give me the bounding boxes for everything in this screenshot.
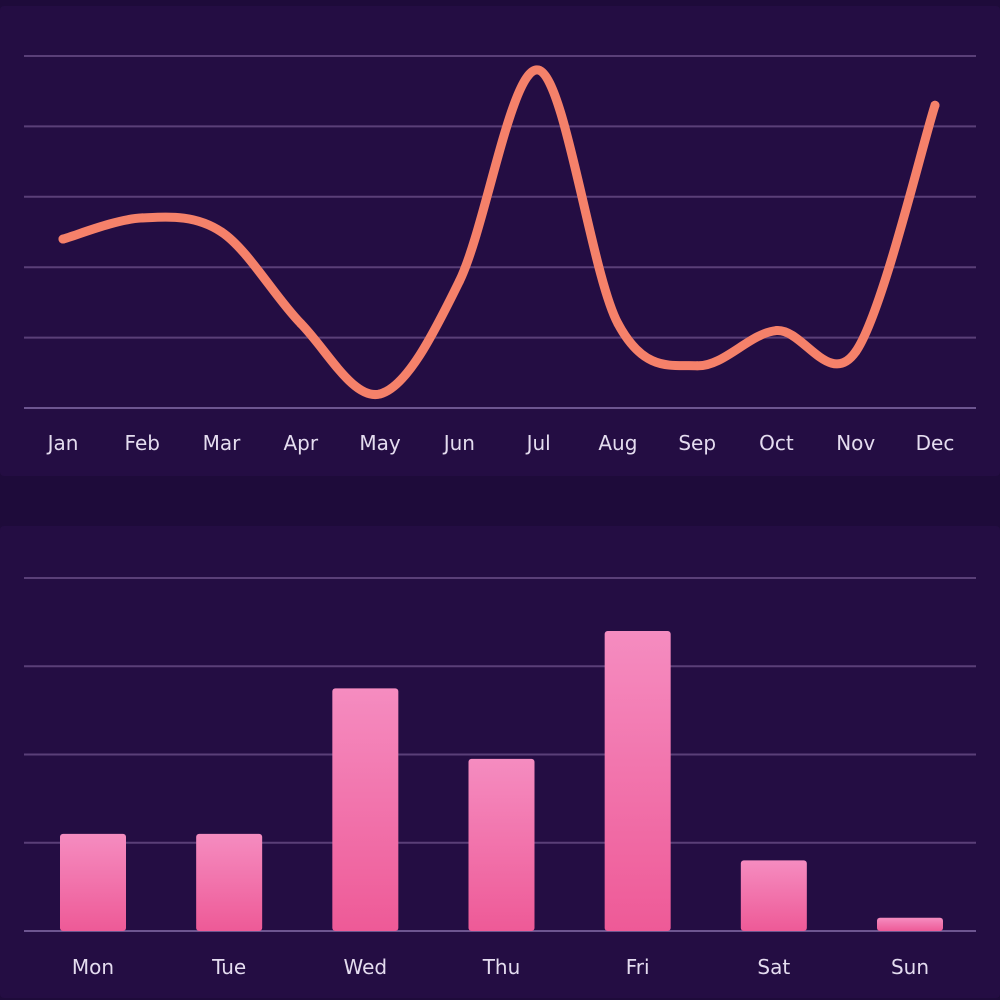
x-tick-label: Tue: [211, 955, 246, 979]
x-tick-label: Thu: [482, 955, 521, 979]
x-tick-label: Dec: [916, 431, 955, 455]
data-point-mar: [217, 227, 227, 237]
x-tick-label: Jul: [525, 431, 551, 455]
x-tick-label: Apr: [284, 431, 319, 455]
x-tick-label: May: [359, 431, 401, 455]
line-chart: Jan Feb Mar Apr May Jun Jul Aug Sep Oct Nov Dec: [24, 55, 976, 455]
bar-tue: [196, 833, 263, 931]
bar-chart: Mon Tue Wed Thu Fri Sat Sun: [24, 577, 976, 979]
data-point-oct: [771, 326, 781, 336]
x-tick-label: Sat: [757, 955, 790, 979]
x-tick-label: Aug: [598, 431, 637, 455]
x-tick-label: Fri: [626, 955, 650, 979]
x-tick-label: Wed: [344, 955, 388, 979]
x-tick-label: Jun: [442, 431, 475, 455]
data-point-jan: [58, 234, 68, 244]
data-point-jul: [534, 65, 544, 75]
bar-sat: [740, 860, 807, 931]
x-tick-label: Sun: [891, 955, 929, 979]
bar-fri: [604, 630, 671, 931]
x-tick-label: Oct: [759, 431, 794, 455]
x-tick-label: Jan: [46, 431, 79, 455]
data-point-may: [375, 389, 385, 399]
series-line: [58, 65, 940, 400]
data-point-feb: [137, 213, 147, 223]
data-point-apr: [296, 319, 306, 329]
x-tick-label: Feb: [125, 431, 160, 455]
bar-thu: [468, 758, 535, 931]
data-point-nov: [851, 347, 861, 357]
bar-mon: [60, 833, 126, 931]
line-chart-panel: Jan Feb Mar Apr May Jun Jul Aug Sep Oct Nov Dec: [0, 6, 1000, 476]
x-tick-label: Sep: [678, 431, 716, 455]
x-tick-label: Nov: [836, 431, 875, 455]
bar-sun: [877, 917, 943, 931]
bar-wed: [332, 688, 399, 931]
data-point-dec: [930, 100, 940, 110]
bar-chart-panel: Mon Tue Wed Thu Fri Sat Sun: [0, 526, 1000, 998]
data-point-aug: [613, 319, 623, 329]
x-tick-label: Mar: [203, 431, 242, 455]
x-tick-label: Mon: [72, 955, 114, 979]
data-point-sep: [692, 361, 702, 371]
data-point-jun: [454, 276, 464, 286]
